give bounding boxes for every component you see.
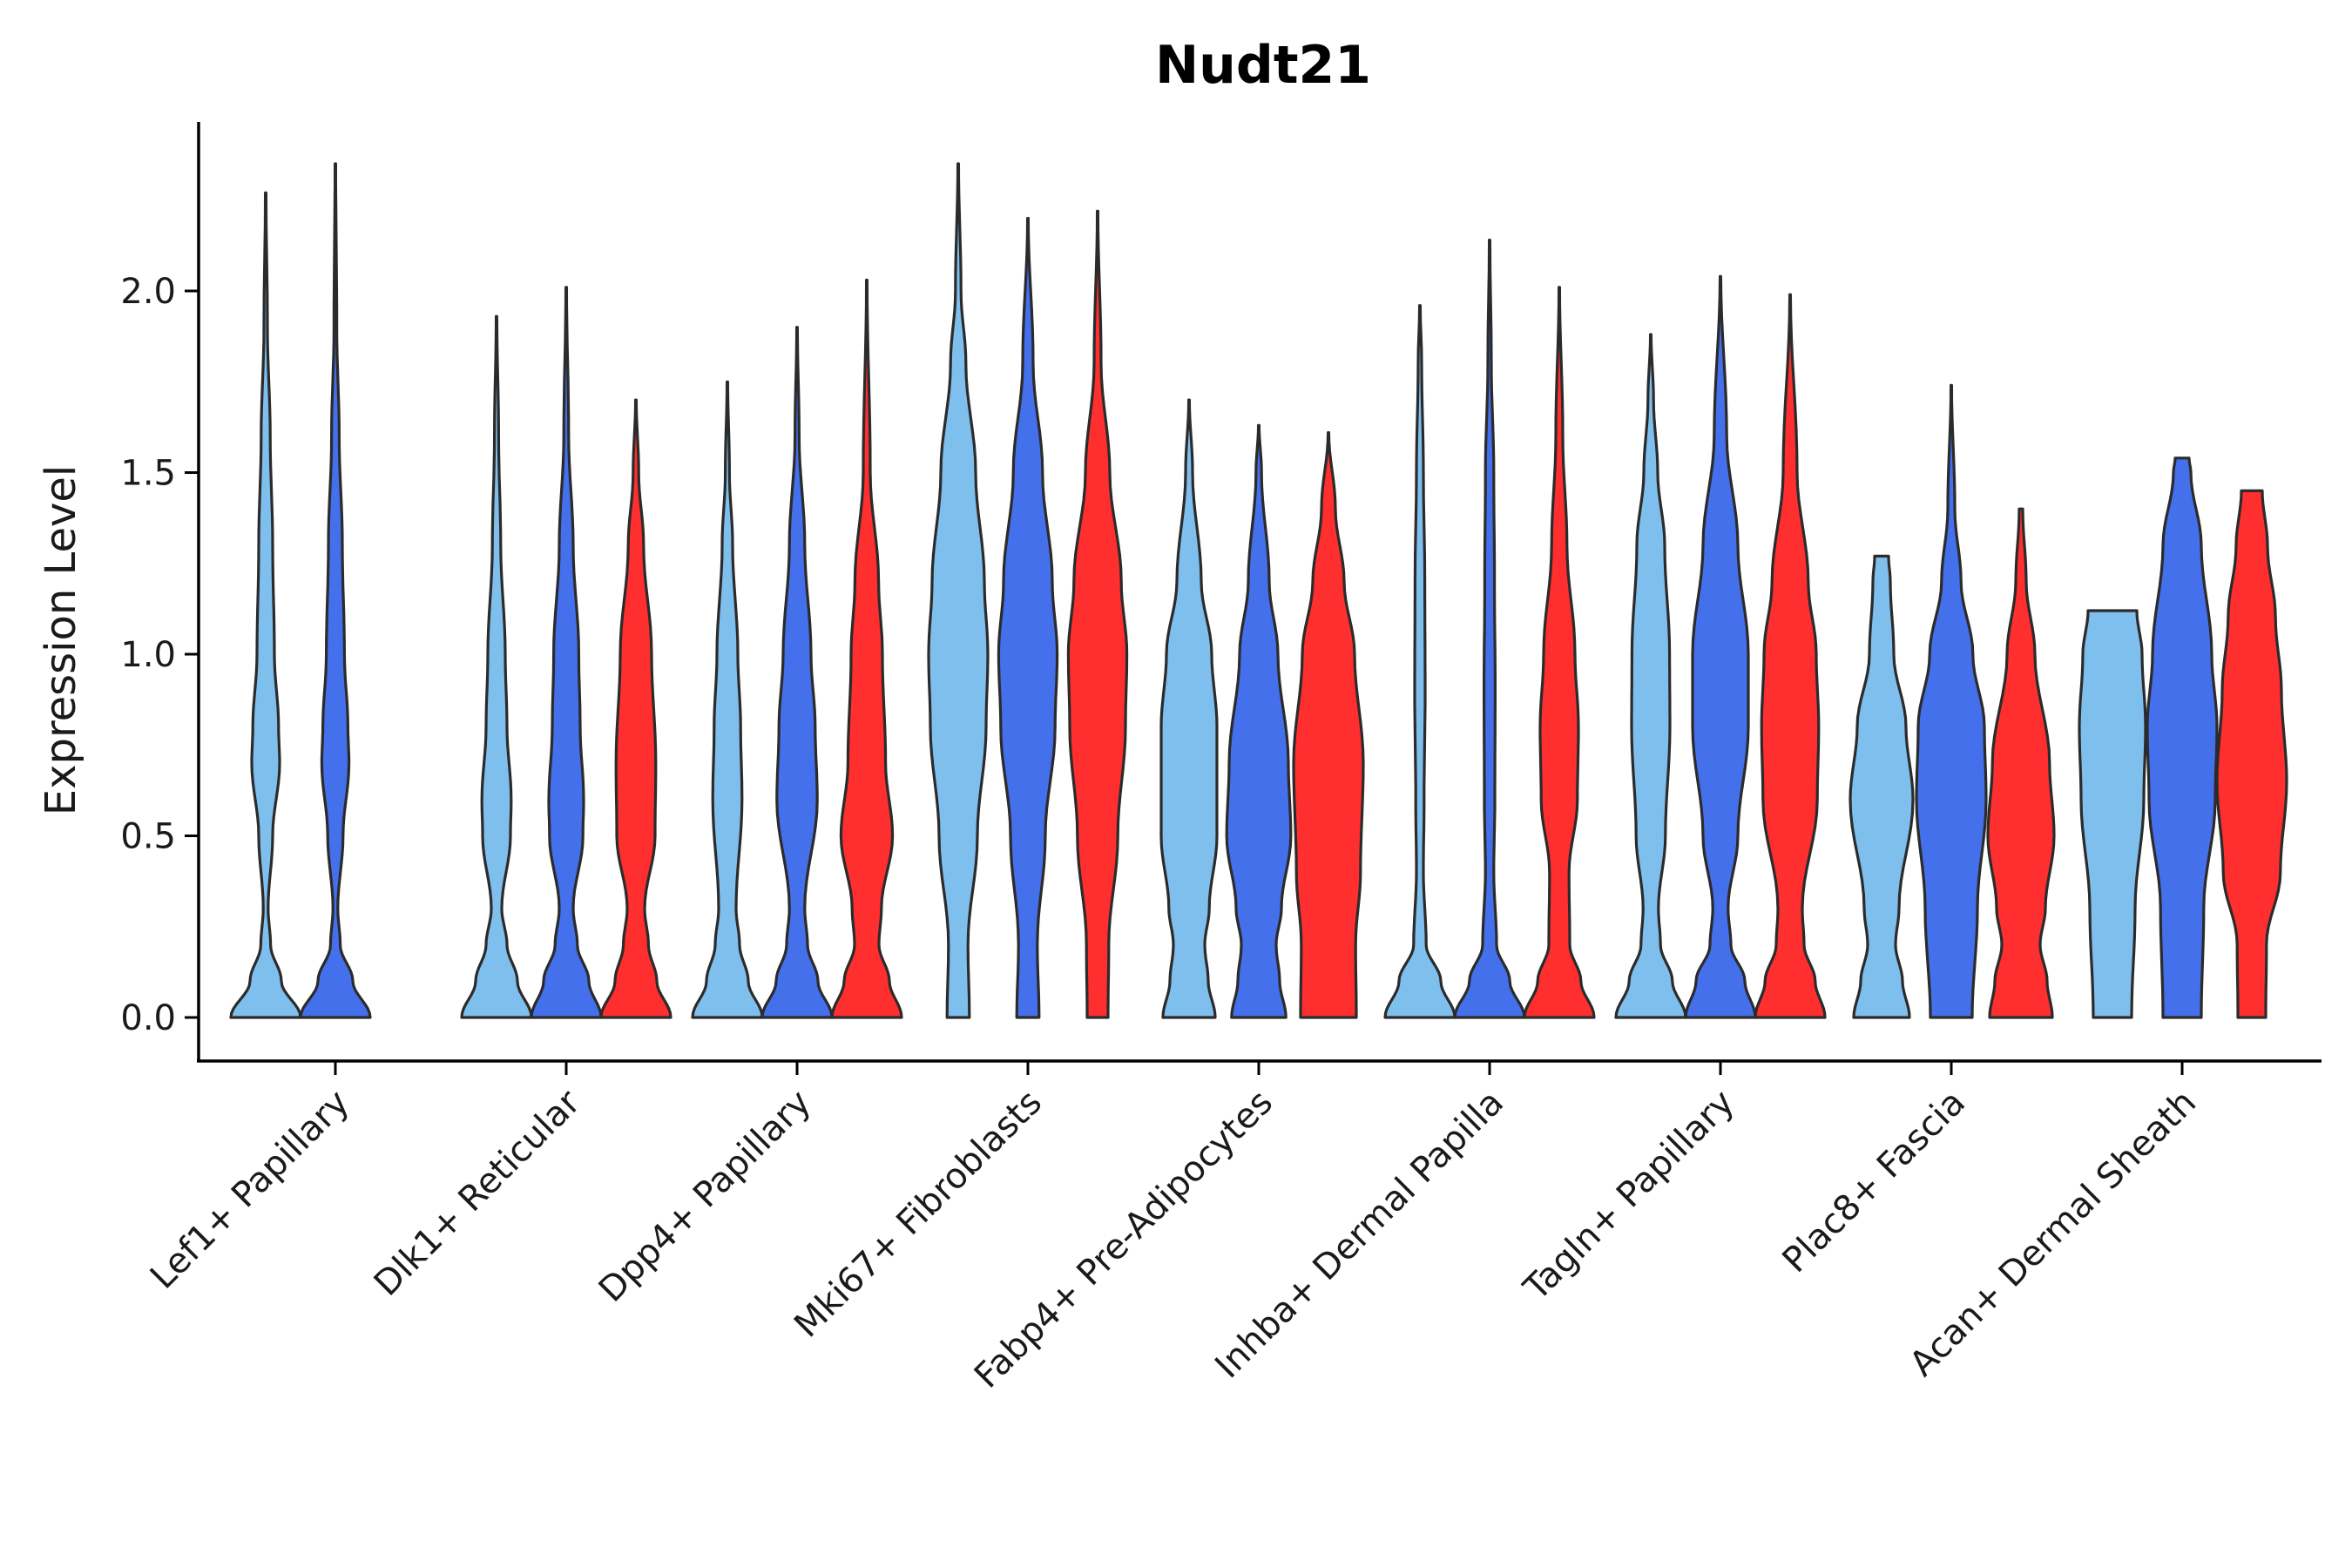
y-axis-ticks: 0.0 0.5 1.0 1.5 2.0 bbox=[120, 272, 199, 1038]
x-tick-label: Tagln+ Papillary bbox=[1516, 1083, 1742, 1309]
y-axis-title: Expression Level bbox=[37, 465, 85, 816]
violin-3 bbox=[460, 314, 533, 1019]
chart-title: Nudt21 bbox=[1155, 35, 1371, 96]
violin-4 bbox=[530, 286, 603, 1019]
violin-17 bbox=[1523, 286, 1596, 1019]
violin-20 bbox=[1754, 293, 1827, 1019]
violin-14 bbox=[1292, 431, 1365, 1019]
violin-8 bbox=[599, 398, 672, 1019]
x-tick-label: Plac8+ Fascia bbox=[1775, 1083, 1974, 1281]
violin-24 bbox=[2078, 609, 2147, 1019]
y-tick-label: 0.5 bbox=[120, 817, 176, 857]
violin-5 bbox=[691, 380, 764, 1019]
violin-19 bbox=[1684, 274, 1757, 1019]
x-axis-ticks: Lef1+ Papillary Dlk1+ Reticular Dpp4+ Papi… bbox=[143, 1061, 2204, 1396]
violin-10 bbox=[997, 217, 1059, 1019]
violin-11 bbox=[1066, 209, 1129, 1019]
y-tick-label: 0.0 bbox=[120, 998, 176, 1038]
violin-26 bbox=[2215, 489, 2288, 1019]
x-tick-label: Mki67+ Fibroblasts bbox=[787, 1083, 1050, 1346]
violin-12 bbox=[1159, 398, 1219, 1019]
x-tick-label: Lef1+ Papillary bbox=[143, 1083, 357, 1297]
x-tick-label: Dlk1+ Reticular bbox=[367, 1082, 589, 1304]
violin-2 bbox=[299, 162, 372, 1019]
violin-21 bbox=[1848, 554, 1915, 1019]
violin-9 bbox=[927, 162, 990, 1019]
violin-18 bbox=[1614, 333, 1687, 1019]
violin-22 bbox=[1915, 383, 1988, 1019]
violin-25 bbox=[2146, 456, 2219, 1019]
x-tick-label: Dpp4+ Papillary bbox=[591, 1083, 819, 1310]
violin-group bbox=[229, 162, 2288, 1019]
violin-1 bbox=[229, 191, 302, 1019]
violin-6 bbox=[760, 326, 834, 1019]
y-tick-label: 1.5 bbox=[120, 454, 176, 494]
y-tick-label: 1.0 bbox=[120, 635, 176, 675]
violin-23 bbox=[1986, 507, 2056, 1019]
violin-13 bbox=[1225, 423, 1293, 1019]
violin-16 bbox=[1453, 239, 1526, 1019]
violin-15 bbox=[1383, 304, 1456, 1019]
y-tick-label: 2.0 bbox=[120, 272, 176, 312]
violin-7 bbox=[830, 278, 903, 1019]
